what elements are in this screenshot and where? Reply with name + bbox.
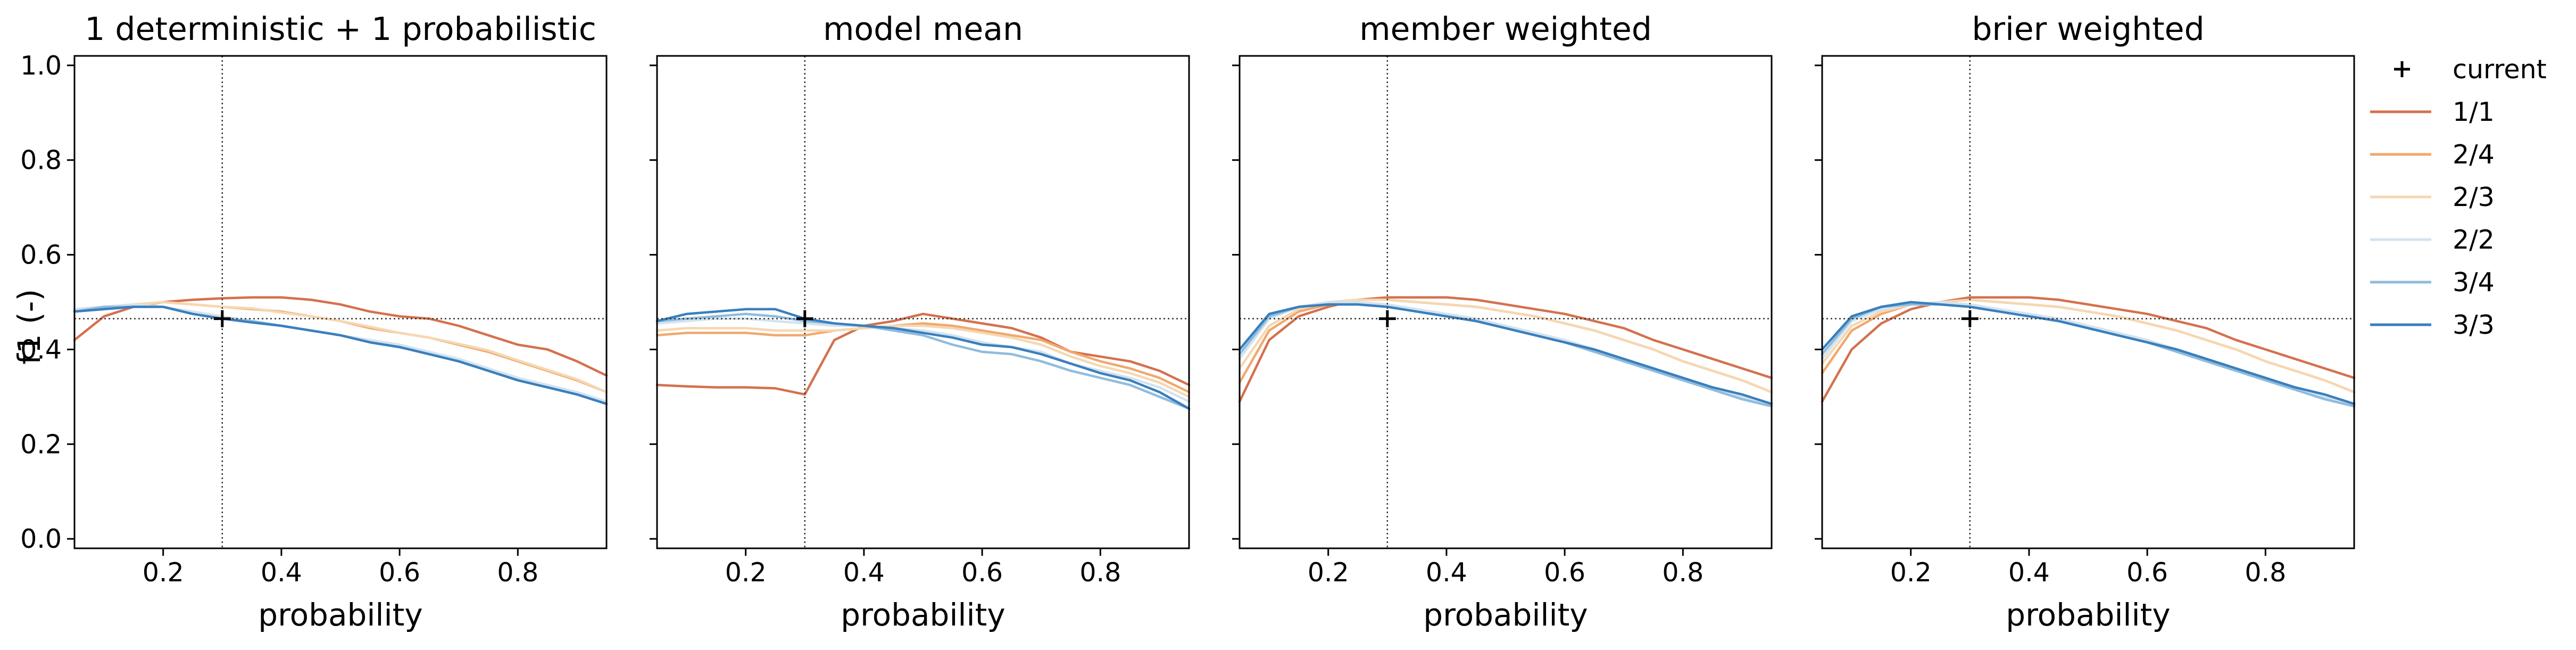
panel-2-series-2-3-line <box>655 324 1191 398</box>
panel-3-x-tick-label-0.8: 0.8 <box>1662 557 1704 588</box>
panel-1-x-tick-label-0.4: 0.4 <box>261 557 302 588</box>
panel-1-title: 1 deterministic + 1 probabilistic <box>85 11 596 48</box>
panel-3-axes-frame <box>1239 55 1773 549</box>
panel-1-y-tick-label-0.6: 0.6 <box>20 240 62 270</box>
panel-1-x-tick-label-0.6: 0.6 <box>379 557 420 588</box>
panel-1-series-2-3-line <box>73 301 608 393</box>
panel-4-series-1-1-line <box>1821 296 2356 403</box>
panel-1-x-tick-label-0.2: 0.2 <box>143 557 184 588</box>
legend-label-1-1: 1/1 <box>2453 97 2495 127</box>
panel-2-x-axis-label: probability <box>841 597 1005 633</box>
panel-2-series-1-1-line <box>655 312 1191 396</box>
panel-3-x-tick-label-0.4: 0.4 <box>1426 557 1467 588</box>
panel-3-series-2-4-line <box>1238 298 1773 393</box>
panel-3-series-3-4-line <box>1238 303 1773 408</box>
panel-2-x-tick-label-0.2: 0.2 <box>725 557 767 588</box>
panel-4-series-3-3-line <box>1821 301 2356 405</box>
panel-3-x-axis-label: probability <box>1423 597 1588 633</box>
legend-label-2-2: 2/2 <box>2453 225 2495 255</box>
panel-4-x-tick-label-0.6: 0.6 <box>2126 557 2168 588</box>
panel-4-title: brier weighted <box>1972 11 2204 48</box>
panel-1-y-tick-label-0.4: 0.4 <box>20 334 62 365</box>
panel-2-series-3-3-line <box>655 308 1191 410</box>
panel-1-x-tick-label-0.8: 0.8 <box>497 557 538 588</box>
panel-1-y-tick-label-1.0: 1.0 <box>20 51 62 81</box>
legend-label-current: current <box>2453 54 2547 85</box>
panel-1-y-tick-label-0.0: 0.0 <box>20 524 62 554</box>
panel-1-axes-frame <box>73 55 608 549</box>
panel-3-series-3-3-line <box>1238 303 1773 405</box>
panel-4-series-3-4-line <box>1821 303 2356 408</box>
panel-1-y-tick-label-0.2: 0.2 <box>20 429 62 459</box>
legend-label-3-3: 3/3 <box>2453 310 2495 340</box>
panel-4-x-tick-label-0.4: 0.4 <box>2008 557 2050 588</box>
panel-4-axes-frame <box>1821 55 2355 549</box>
panel-3-title: member weighted <box>1359 11 1652 48</box>
panel-2-x-tick-label-0.4: 0.4 <box>843 557 885 588</box>
panel-4-x-tick-label-0.2: 0.2 <box>1890 557 1932 588</box>
panel-1-x-axis-label: probability <box>258 597 422 633</box>
panel-2-series-2-4-line <box>655 322 1191 393</box>
panel-4-x-tick-label-0.8: 0.8 <box>2245 557 2286 588</box>
panel-1-y-axis-label: f1 (-) <box>11 289 47 365</box>
panel-2-title: model mean <box>823 11 1023 48</box>
panel-2-x-tick-label-0.6: 0.6 <box>961 557 1003 588</box>
panel-2-x-tick-label-0.8: 0.8 <box>1079 557 1121 588</box>
panel-3-x-tick-label-0.2: 0.2 <box>1308 557 1349 588</box>
panel-2-series-3-4-line <box>655 312 1191 410</box>
panel-3-series-1-1-line <box>1238 296 1773 403</box>
panel-1-y-tick-label-0.8: 0.8 <box>20 145 62 176</box>
panel-3-x-tick-label-0.6: 0.6 <box>1544 557 1585 588</box>
legend-label-3-4: 3/4 <box>2453 267 2495 298</box>
panel-3-series-2-3-line <box>1238 298 1773 393</box>
panel-4-x-axis-label: probability <box>2006 597 2170 633</box>
legend-label-2-4: 2/4 <box>2453 139 2495 170</box>
legend-label-2-3: 2/3 <box>2453 182 2495 212</box>
panel-2-axes-frame <box>656 55 1190 549</box>
panel-2-series-2-2-line <box>655 317 1191 403</box>
panel-1-series-3-3-line <box>73 306 608 405</box>
